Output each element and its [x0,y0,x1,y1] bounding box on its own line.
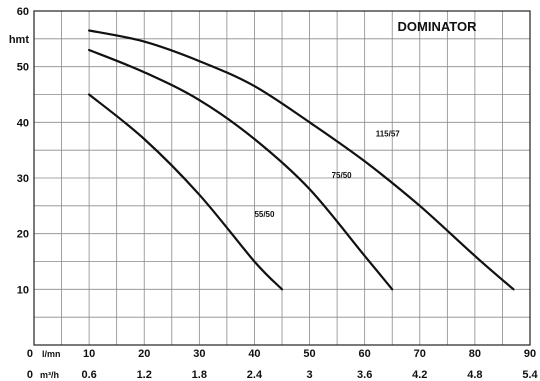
y-tick-label: 50 [17,62,29,74]
x-tick-label-primary: 60 [359,348,371,360]
curve-label: 55/50 [254,210,275,219]
x-tick-label-secondary: 0.6 [81,369,96,381]
x-tick-label-primary: 90 [524,348,536,360]
x-tick-label-primary: 10 [83,348,95,360]
x-tick-label-secondary: 1.8 [192,369,207,381]
y-tick-label: 10 [17,284,29,296]
x-tick-label-zero: 0 [27,348,33,360]
y-axis-label: hmt [9,34,30,46]
x-tick-label-secondary: 1.2 [137,369,152,381]
x-tick-label-secondary: 4.8 [467,369,482,381]
x-unit-primary: l/mn [42,349,61,359]
curve-75-50 [88,48,394,291]
curve-label: 115/57 [376,129,401,138]
performance-curves [88,29,515,291]
x-tick-label-primary: 80 [469,348,481,360]
x-tick-label-secondary: 3.6 [357,369,372,381]
axis-labels: 60 50 40 30 20 10 hmt 0 l/mn 10 20 30 40 50 60 70 80 90 0 m… [9,6,539,381]
x-unit-secondary: m³/h [40,370,59,380]
chart-title: DOMINATOR [398,19,478,34]
x-tick-label-secondary: 5.4 [522,369,538,381]
y-tick-label: 20 [17,229,29,241]
x-tick-label-primary: 70 [414,348,426,360]
x-tick-label-primary: 30 [193,348,205,360]
grid-lines [34,11,530,345]
y-tick-label: 60 [17,6,29,18]
y-tick-label: 30 [17,173,29,185]
y-tick-label: 40 [17,117,29,129]
plot-frame [33,10,531,346]
x-tick-label-primary: 40 [248,348,260,360]
x-tick-label-zero-secondary: 0 [27,369,33,381]
x-tick-label-primary: 20 [138,348,150,360]
curve-115-57 [88,29,515,291]
x-tick-label-secondary: 2.4 [247,369,263,381]
curve-label: 75/50 [332,171,353,180]
x-tick-label-secondary: 4.2 [412,369,427,381]
x-tick-label-primary: 50 [303,348,315,360]
x-tick-label-secondary: 3 [306,369,312,381]
curve-55-50 [88,93,284,291]
